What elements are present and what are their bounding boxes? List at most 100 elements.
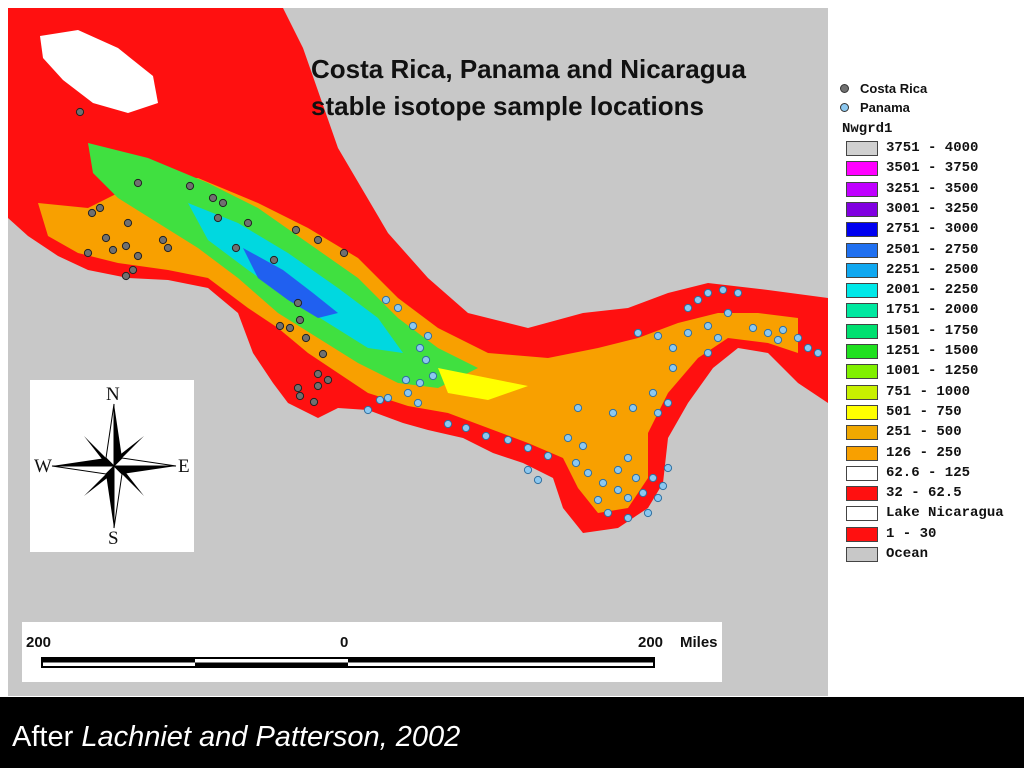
elevation-map (8, 8, 828, 533)
legend-swatch (846, 222, 878, 238)
sample-point (778, 325, 788, 335)
sample-point (653, 408, 663, 418)
legend-label: 1001 - 1250 (886, 363, 979, 380)
sample-point (631, 473, 641, 483)
sample-point (163, 243, 173, 253)
scale-right-label: 200 (638, 634, 664, 651)
sample-point (313, 369, 323, 379)
sample-point (643, 508, 653, 518)
compass-east: E (178, 456, 190, 477)
sample-point (291, 225, 301, 235)
compass-south: S (108, 528, 119, 549)
sample-point (295, 391, 305, 401)
sample-point (108, 245, 118, 255)
sample-point (803, 343, 813, 353)
sample-point (133, 178, 143, 188)
sample-point (133, 251, 143, 261)
sample-point (523, 465, 533, 475)
sample-point (275, 321, 285, 331)
legend-label: 126 - 250 (886, 444, 962, 461)
legend-label: 2001 - 2250 (886, 282, 979, 299)
sample-point (421, 355, 431, 365)
sample-point (663, 463, 673, 473)
legend-swatch (846, 262, 878, 278)
legend-swatch (846, 161, 878, 177)
caption-prefix: After (12, 721, 82, 753)
legend-label: Lake Nicaragua (886, 505, 1004, 522)
legend-swatch (846, 283, 878, 299)
legend-swatch (846, 141, 878, 156)
scale-left-label: 200 (26, 634, 52, 651)
sample-point (423, 331, 433, 341)
scale-unit-label: Miles (680, 634, 718, 651)
sample-point (638, 488, 648, 498)
sample-point (381, 295, 391, 305)
legend-swatch (846, 445, 878, 461)
sample-point (128, 265, 138, 275)
sample-point (408, 321, 418, 331)
sample-point (533, 475, 543, 485)
legend-label: 3001 - 3250 (886, 200, 979, 217)
sample-point (658, 481, 668, 491)
map-title-line-2: stable isotope sample locations (311, 91, 704, 121)
sample-point (415, 343, 425, 353)
sample-point (633, 328, 643, 338)
scale-bar: 200 0 200 Miles (22, 622, 722, 682)
legend-swatch (846, 465, 878, 481)
sample-point (208, 193, 218, 203)
legend-label: 32 - 62.5 (886, 485, 962, 502)
legend-label: 501 - 750 (886, 403, 962, 420)
sample-point (813, 348, 823, 358)
legend-swatch (846, 364, 878, 380)
sample-point (218, 198, 228, 208)
sample-point (703, 348, 713, 358)
legend-panama-label: Panama (860, 100, 910, 115)
caption-source: Lachniet and Patterson, 2002 (81, 721, 461, 753)
compass-west: W (34, 456, 52, 477)
sample-point (393, 303, 403, 313)
sample-point (158, 235, 168, 245)
caption-bar: After Lachniet and Patterson, 2002 (0, 697, 1024, 768)
legend-label: 1 - 30 (886, 525, 937, 542)
sample-point (773, 335, 783, 345)
sample-point (313, 235, 323, 245)
compass-rose: N S E W (30, 380, 194, 552)
legend-label: 3501 - 3750 (886, 160, 979, 177)
sample-point (571, 458, 581, 468)
legend-swatch (846, 506, 878, 522)
sample-point (318, 349, 328, 359)
sample-point (713, 333, 723, 343)
legend-swatch (846, 181, 878, 197)
sample-point (563, 433, 573, 443)
legend-label: 3751 - 4000 (886, 140, 979, 156)
map-frame: Costa Rica, Panama and Nicaragua stable … (8, 8, 828, 696)
sample-point (703, 321, 713, 331)
legend-label: 3251 - 3500 (886, 180, 979, 197)
sample-point (573, 403, 583, 413)
legend-label: 1501 - 1750 (886, 322, 979, 339)
sample-point (523, 443, 533, 453)
costa-rica-sample-points (75, 107, 349, 407)
sample-point (363, 405, 373, 415)
sample-point (323, 375, 333, 385)
sample-point (383, 393, 393, 403)
sample-point (375, 395, 385, 405)
sample-point (648, 473, 658, 483)
caption: After Lachniet and Patterson, 2002 (12, 721, 460, 754)
sample-point (101, 233, 111, 243)
sample-point (123, 218, 133, 228)
panama-point-icon (840, 103, 849, 112)
sample-point (683, 328, 693, 338)
legend-label: 2751 - 3000 (886, 221, 979, 238)
sample-point (413, 398, 423, 408)
sample-point (598, 478, 608, 488)
sample-point (593, 495, 603, 505)
sample-point (763, 328, 773, 338)
sample-point (313, 381, 323, 391)
sample-point (185, 181, 195, 191)
legend-label: 62.6 - 125 (886, 464, 971, 481)
sample-point (121, 271, 131, 281)
sample-point (623, 513, 633, 523)
legend-swatch (846, 526, 878, 542)
sample-point (121, 241, 131, 251)
